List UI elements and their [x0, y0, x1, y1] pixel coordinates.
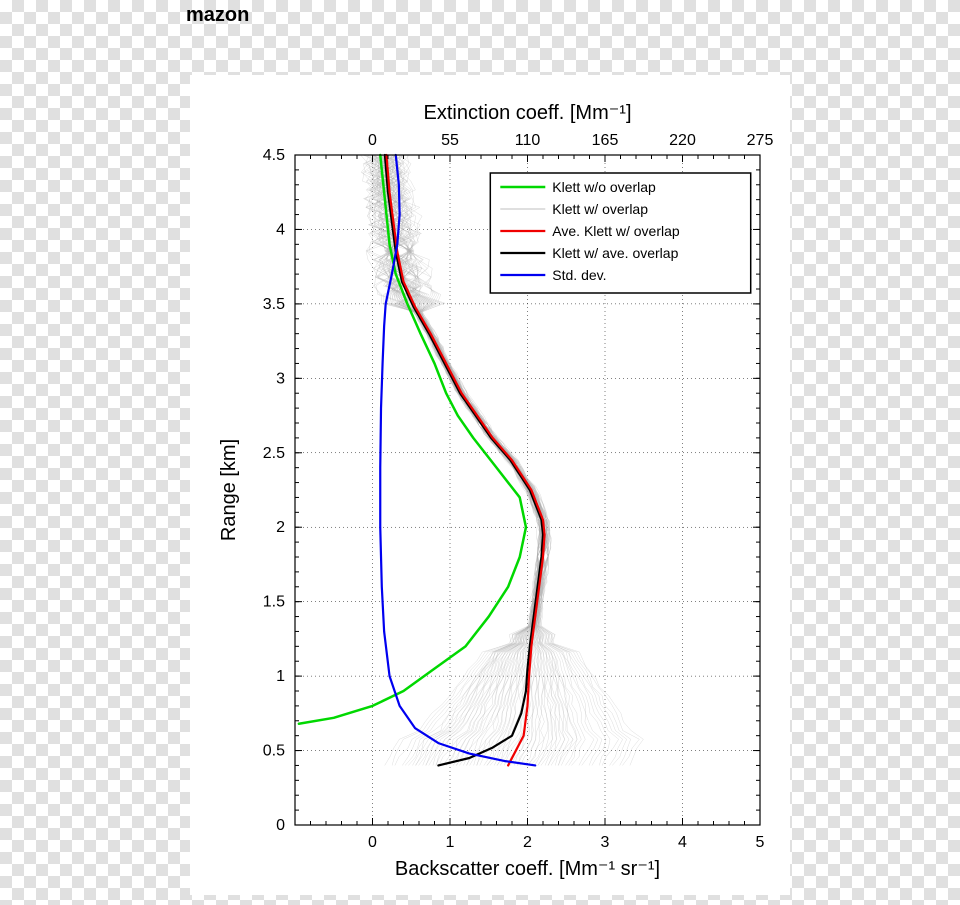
svg-text:55: 55 — [441, 132, 459, 149]
svg-text:2: 2 — [523, 834, 532, 851]
svg-text:4: 4 — [678, 834, 687, 851]
svg-text:1: 1 — [446, 834, 455, 851]
svg-text:165: 165 — [592, 132, 619, 149]
svg-text:Range [km]: Range [km] — [218, 439, 240, 541]
svg-text:1.5: 1.5 — [263, 594, 285, 611]
svg-text:Std. dev.: Std. dev. — [552, 267, 606, 283]
svg-text:0: 0 — [276, 817, 285, 834]
svg-text:0: 0 — [368, 132, 377, 149]
lidar-profile-chart: 0 0.5 1 1.5 2 2.5 3 3.5 4 4.5 0 1 2 3 4 5 0 55 110 165 220 27… — [190, 75, 790, 895]
svg-text:Klett w/o overlap: Klett w/o overlap — [552, 179, 656, 195]
svg-text:220: 220 — [669, 132, 696, 149]
svg-text:Extinction coeff. [Mm⁻¹]: Extinction coeff. [Mm⁻¹] — [423, 102, 631, 124]
svg-text:Klett w/ ave. overlap: Klett w/ ave. overlap — [552, 245, 678, 261]
svg-text:110: 110 — [515, 132, 541, 149]
svg-text:3: 3 — [276, 370, 285, 387]
svg-text:Backscatter coeff. [Mm⁻¹ sr⁻¹]: Backscatter coeff. [Mm⁻¹ sr⁻¹] — [395, 858, 660, 880]
svg-text:1: 1 — [276, 668, 285, 685]
svg-text:Klett w/ overlap: Klett w/ overlap — [552, 201, 648, 217]
chart-container: 0 0.5 1 1.5 2 2.5 3 3.5 4 4.5 0 1 2 3 4 5 0 55 110 165 220 27… — [190, 75, 790, 895]
svg-text:0: 0 — [368, 834, 377, 851]
svg-text:5: 5 — [756, 834, 765, 851]
svg-text:4.5: 4.5 — [263, 147, 285, 164]
svg-text:3: 3 — [601, 834, 610, 851]
svg-text:Ave. Klett w/ overlap: Ave. Klett w/ overlap — [552, 223, 680, 239]
svg-text:4: 4 — [276, 221, 285, 238]
svg-text:2.5: 2.5 — [263, 445, 285, 462]
svg-text:2: 2 — [276, 519, 285, 536]
svg-text:3.5: 3.5 — [263, 296, 285, 313]
svg-text:0.5: 0.5 — [263, 743, 285, 760]
svg-text:275: 275 — [747, 132, 774, 149]
page-header-fragment: mazon — [186, 4, 249, 27]
